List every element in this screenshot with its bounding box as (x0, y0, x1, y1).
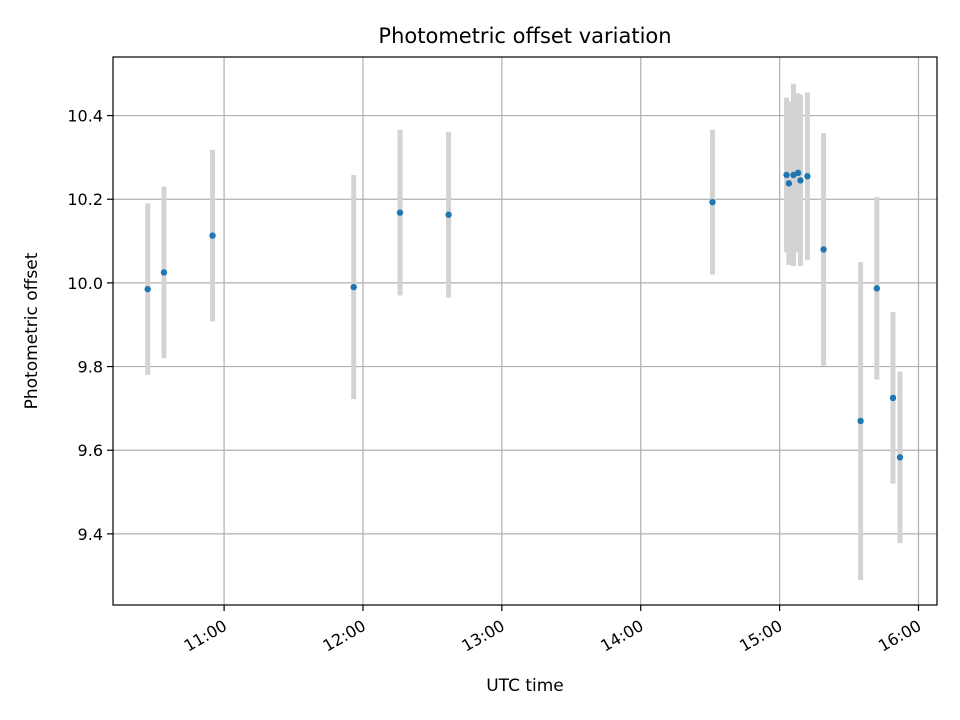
y-tick-label: 10.0 (67, 274, 103, 293)
data-point (896, 454, 904, 461)
data-point (873, 285, 881, 292)
data-point (857, 417, 864, 425)
y-tick-label: 10.2 (67, 190, 103, 209)
grid (113, 57, 937, 605)
x-axis-label: UTC time (486, 676, 564, 696)
data-point (709, 198, 716, 206)
data-point (783, 171, 790, 179)
data-point (396, 209, 404, 216)
data-point (445, 211, 452, 218)
y-axis: 9.4 9.6 9.8 10.0 10.2 10.4 (67, 107, 113, 544)
data-point (350, 283, 357, 291)
data-point (820, 246, 827, 253)
data-point (797, 177, 804, 184)
plot-frame (112, 56, 938, 606)
data-point (160, 269, 168, 276)
y-tick-label: 10.4 (67, 107, 103, 126)
y-axis-label: Photometric offset (22, 252, 42, 409)
y-tick-label: 9.8 (78, 358, 103, 377)
data-points (144, 169, 904, 461)
data-point (144, 285, 151, 293)
data-point (794, 169, 802, 177)
y-tick-label: 9.6 (78, 441, 103, 460)
data-point (785, 180, 793, 187)
y-tick-label: 9.4 (78, 525, 103, 544)
data-point (804, 173, 811, 180)
chart-title: Photometric offset variation (378, 24, 671, 48)
data-point (889, 394, 897, 402)
data-point (209, 232, 216, 239)
